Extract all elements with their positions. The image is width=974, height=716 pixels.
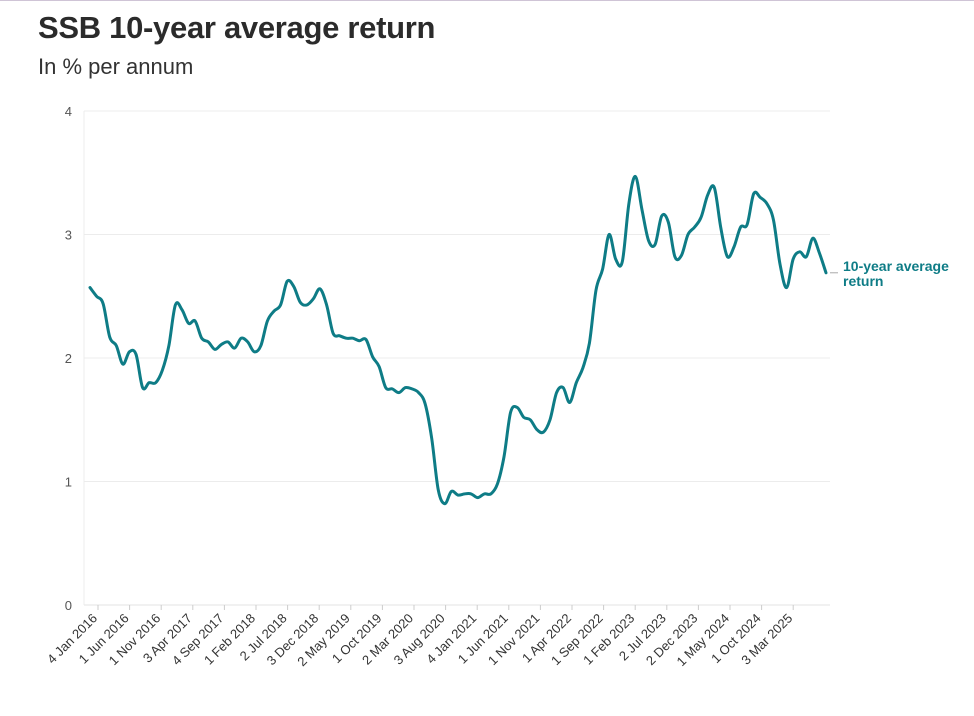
y-axis: 0 1 2 3 4 xyxy=(65,104,72,613)
plot-area xyxy=(88,174,828,506)
series-line xyxy=(88,174,828,506)
chart-title: SSB 10-year average return xyxy=(38,10,436,45)
series-labels: 10-year average return xyxy=(830,258,949,289)
series-label-line: 10-year average xyxy=(843,258,949,274)
chart-subtitle: In % per annum xyxy=(38,54,194,79)
series-label: 10-year average return xyxy=(843,258,949,289)
series-label-line: return xyxy=(843,273,883,289)
top-border xyxy=(0,0,974,5)
y-tick-label: 3 xyxy=(65,228,72,243)
y-tick-label: 0 xyxy=(65,598,72,613)
gridlines xyxy=(83,110,830,606)
y-tick-label: 2 xyxy=(65,351,72,366)
y-tick-label: 1 xyxy=(65,475,72,490)
y-tick-label: 4 xyxy=(65,104,72,119)
